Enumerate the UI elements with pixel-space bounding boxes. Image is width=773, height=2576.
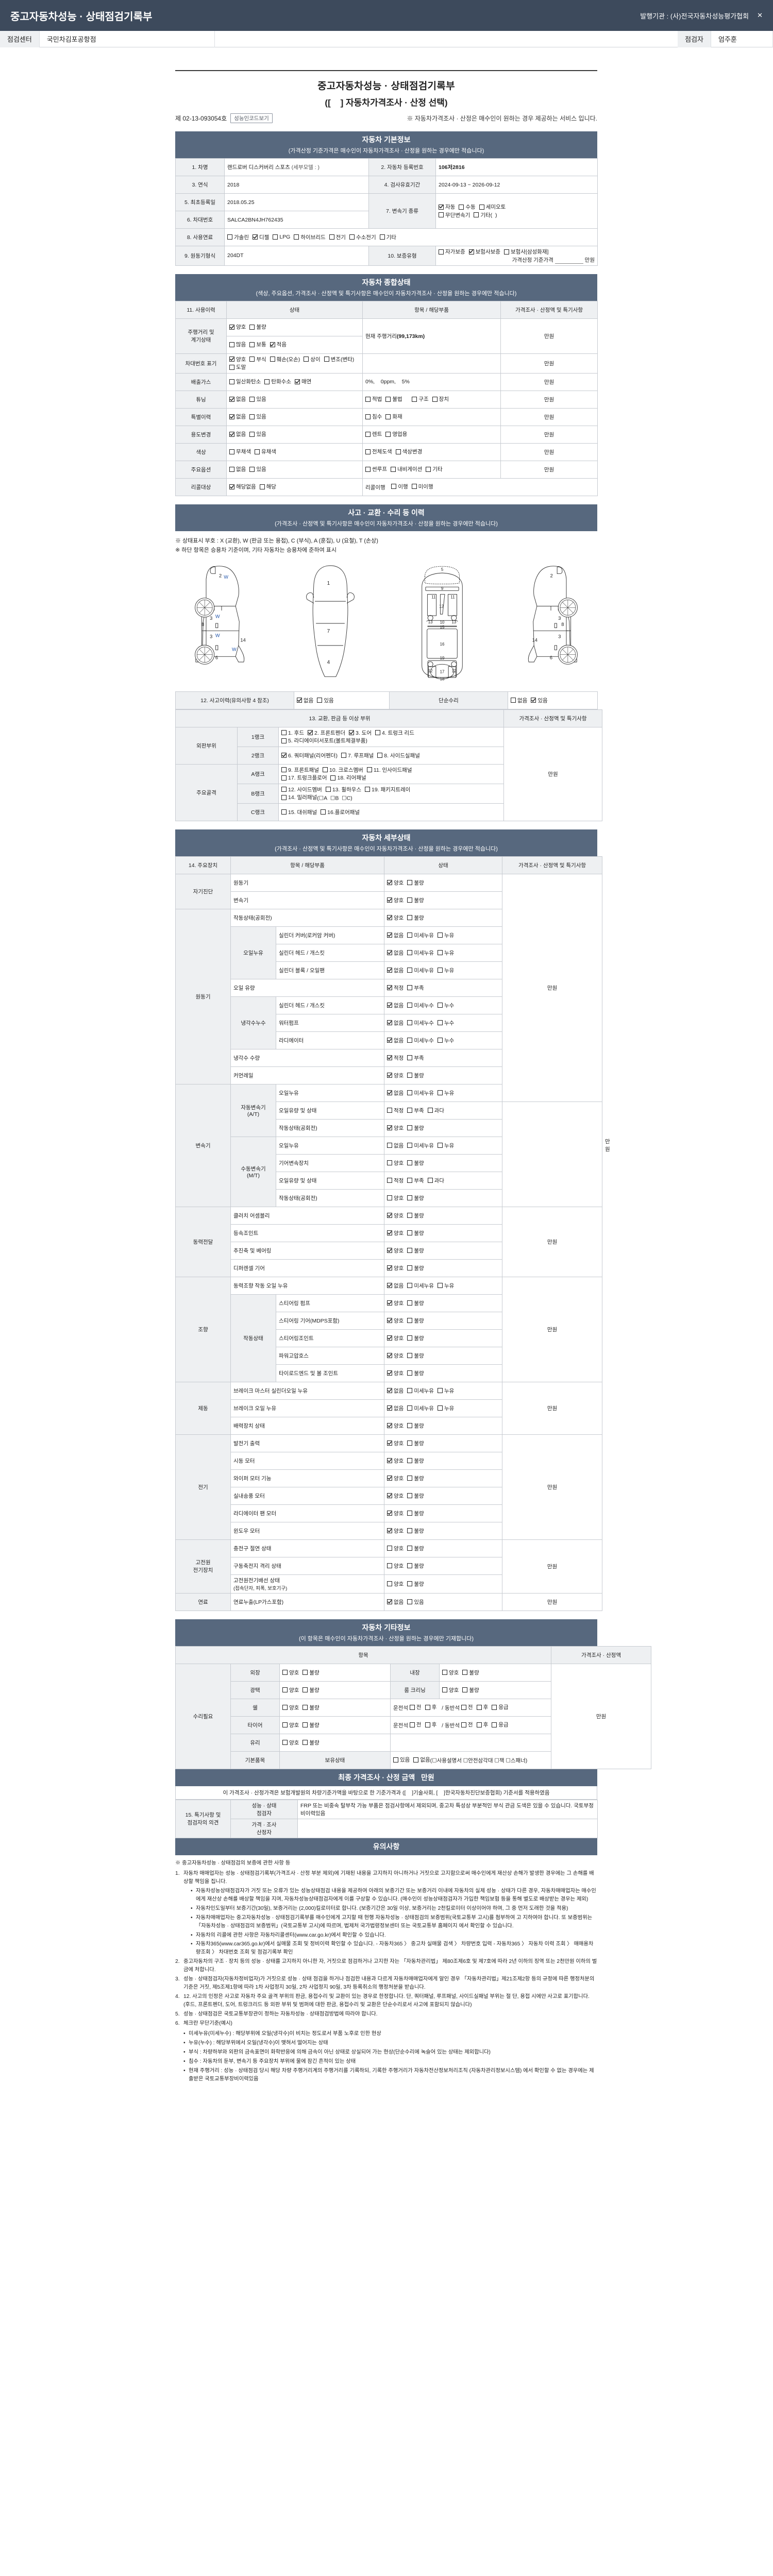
svg-text:8: 8 <box>561 622 564 627</box>
svg-text:3: 3 <box>210 634 212 639</box>
svg-text:12: 12 <box>439 604 444 608</box>
svg-text:17: 17 <box>440 669 444 674</box>
svg-text:W: W <box>215 614 220 619</box>
svg-text:18: 18 <box>440 677 444 682</box>
svg-text:12: 12 <box>451 669 456 673</box>
svg-text:3: 3 <box>558 634 561 639</box>
svg-text:1: 1 <box>327 581 330 586</box>
svg-text:3: 3 <box>210 616 212 621</box>
svg-text:19: 19 <box>440 656 444 660</box>
svg-text:14: 14 <box>240 638 245 643</box>
svg-text:2: 2 <box>219 573 222 579</box>
svg-text:6: 6 <box>215 655 218 660</box>
svg-text:W: W <box>232 647 237 652</box>
svg-text:16: 16 <box>440 642 444 647</box>
svg-text:8: 8 <box>201 622 204 627</box>
svg-text:9: 9 <box>441 586 443 591</box>
svg-text:W: W <box>224 574 228 580</box>
svg-text:7: 7 <box>327 629 330 634</box>
svg-text:4: 4 <box>327 659 330 665</box>
svg-text:3: 3 <box>558 616 561 621</box>
svg-text:W: W <box>215 633 220 638</box>
svg-text:11: 11 <box>450 595 455 599</box>
svg-text:11: 11 <box>431 595 435 599</box>
svg-text:13: 13 <box>451 620 456 624</box>
svg-text:6: 6 <box>550 655 552 660</box>
svg-text:2: 2 <box>550 573 553 579</box>
svg-text:12: 12 <box>428 669 432 673</box>
svg-text:5: 5 <box>441 567 443 572</box>
svg-text:14: 14 <box>532 638 537 643</box>
svg-text:10: 10 <box>440 620 444 625</box>
svg-text:15: 15 <box>440 625 444 630</box>
svg-text:13: 13 <box>428 620 432 624</box>
